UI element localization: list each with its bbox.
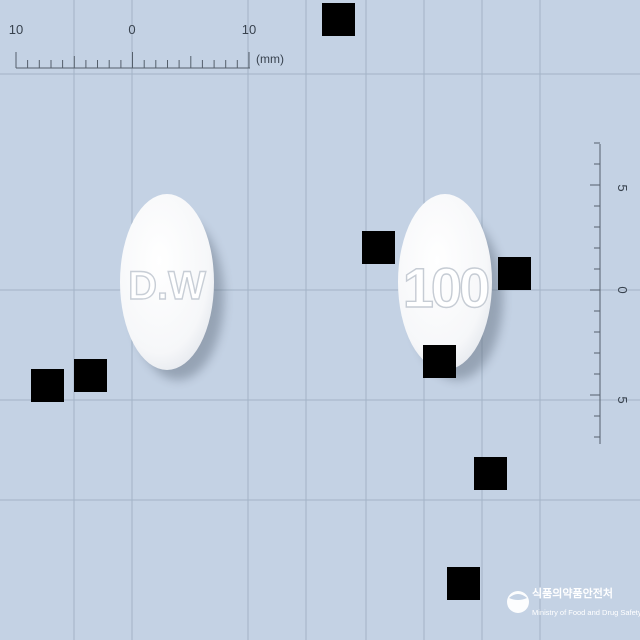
redaction-box xyxy=(74,359,107,392)
right-ruler: 5 0 5 xyxy=(590,142,630,444)
top-ruler-label-right: 10 xyxy=(242,22,256,37)
ministry-emblem-swirl-icon xyxy=(509,594,527,600)
top-ruler-ticks xyxy=(15,52,250,68)
redaction-box xyxy=(498,257,531,290)
right-ruler-label-center: 0 xyxy=(615,286,630,293)
pill-right-body xyxy=(398,194,492,370)
pill-right: 100 xyxy=(398,194,503,380)
right-ruler-ticks xyxy=(590,142,600,438)
right-ruler-label-top: 5 xyxy=(615,184,630,191)
redaction-box xyxy=(322,3,355,36)
top-ruler-label-left: 10 xyxy=(9,22,23,37)
ministry-name-english: Ministry of Food and Drug Safety xyxy=(532,608,640,617)
top-ruler-label-center: 0 xyxy=(128,22,135,37)
redaction-box xyxy=(423,345,456,378)
pill-right-imprint: 100 xyxy=(403,256,488,319)
redaction-box xyxy=(362,231,395,264)
redaction-box xyxy=(474,457,507,490)
ministry-logo: 식품의약품안전처 Ministry of Food and Drug Safet… xyxy=(507,586,640,617)
ministry-name-korean: 식품의약품안전처 xyxy=(532,586,613,600)
pill-left-imprint: D.W xyxy=(128,264,206,308)
top-ruler: 10 0 10 (mm) xyxy=(9,22,284,69)
redaction-box xyxy=(31,369,64,402)
pill-left-body xyxy=(120,194,214,370)
redactions xyxy=(31,3,531,600)
redaction-box xyxy=(447,567,480,600)
top-ruler-unit: (mm) xyxy=(256,52,284,66)
right-ruler-label-bottom: 5 xyxy=(615,396,630,403)
pill-left: D.W xyxy=(120,194,224,380)
